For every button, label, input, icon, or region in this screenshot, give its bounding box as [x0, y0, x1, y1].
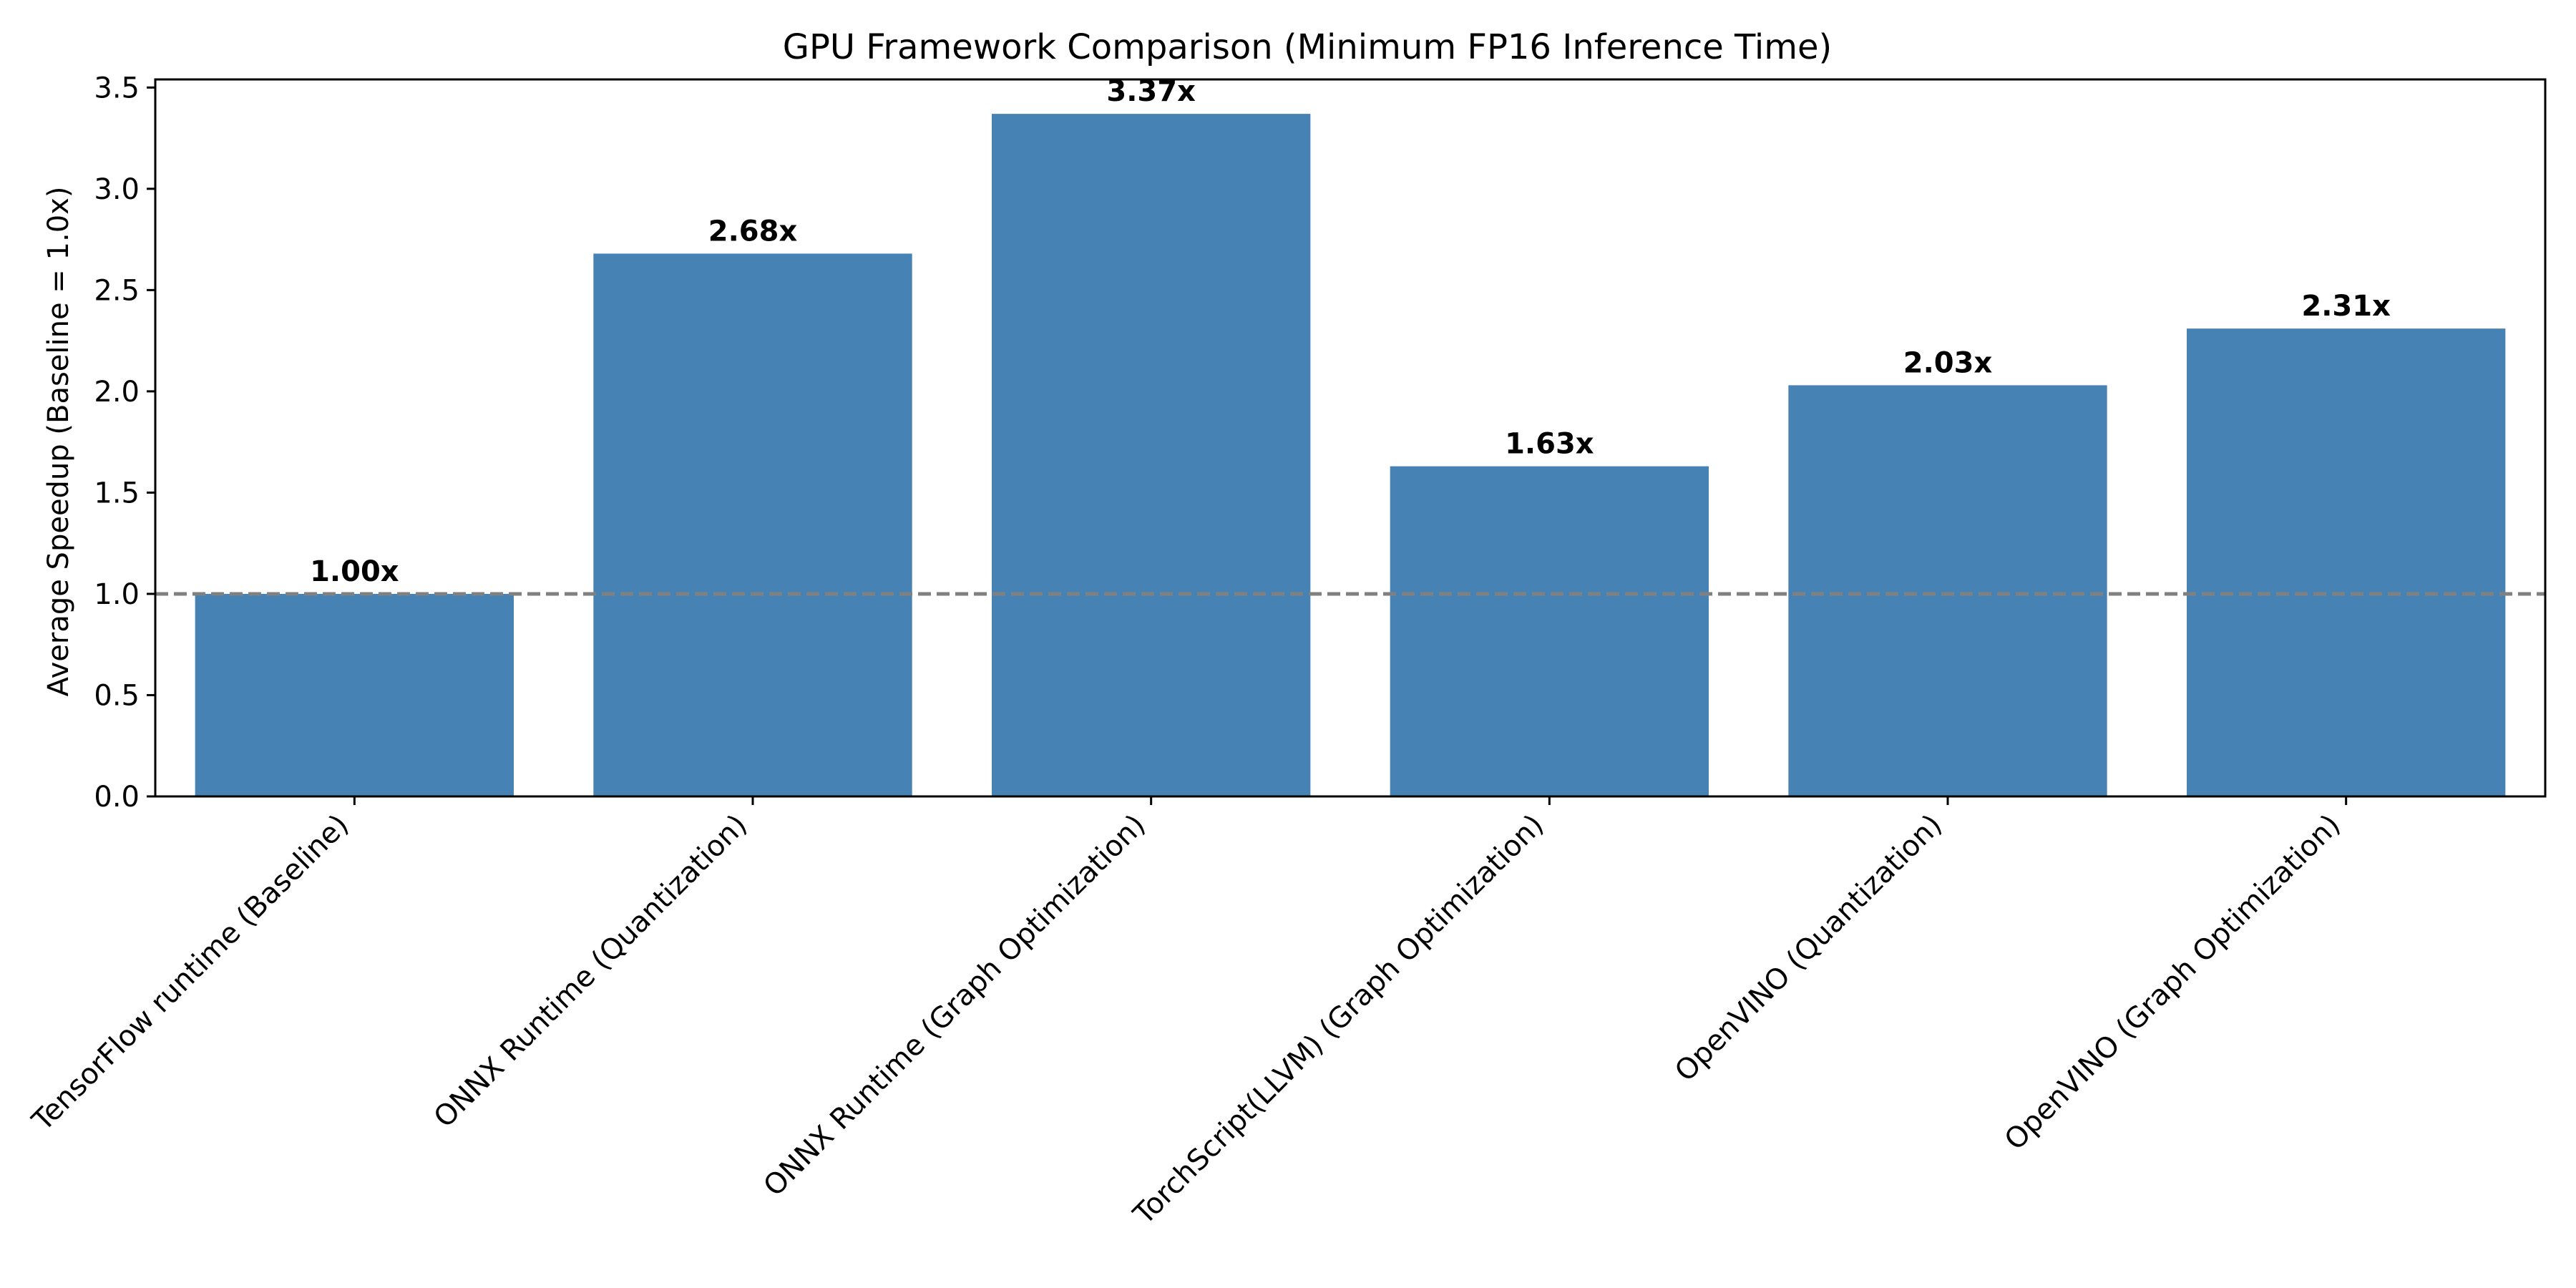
y-tick-label: 1.0 [94, 578, 140, 611]
bar [1788, 385, 2107, 796]
bar [593, 253, 912, 797]
y-tick-label: 0.0 [94, 781, 140, 814]
y-axis-label: Average Speedup (Baseline = 1.0x) [42, 187, 75, 697]
y-tick-label: 3.5 [94, 72, 140, 104]
chart-title: GPU Framework Comparison (Minimum FP16 I… [783, 27, 1832, 67]
bar-value-label: 2.03x [1903, 346, 1993, 379]
plot-frame [154, 78, 2547, 798]
bar-value-label: 1.00x [310, 555, 399, 588]
y-tick-label: 2.5 [94, 274, 140, 307]
bar [195, 593, 514, 796]
bar-value-label: 2.68x [708, 215, 798, 248]
bars [195, 114, 2506, 797]
y-tick-label: 1.5 [94, 477, 140, 509]
bar [1390, 466, 1709, 796]
bar [992, 114, 1311, 796]
y-tick-label: 2.0 [94, 376, 140, 409]
y-tick-label: 3.0 [94, 173, 140, 206]
bar-value-label: 3.37x [1106, 75, 1196, 108]
y-axis: 0.0 0.5 1.0 1.5 2.0 2.5 3.0 3.5 [94, 72, 155, 814]
bar [2187, 328, 2506, 796]
bar-value-label: 1.63x [1505, 428, 1594, 461]
y-tick-label: 0.5 [94, 679, 140, 712]
data-labels: 1.00x 2.68x 3.37x 1.63x 2.03x 2.31x [310, 75, 2391, 588]
bar-value-label: 2.31x [2301, 290, 2391, 323]
